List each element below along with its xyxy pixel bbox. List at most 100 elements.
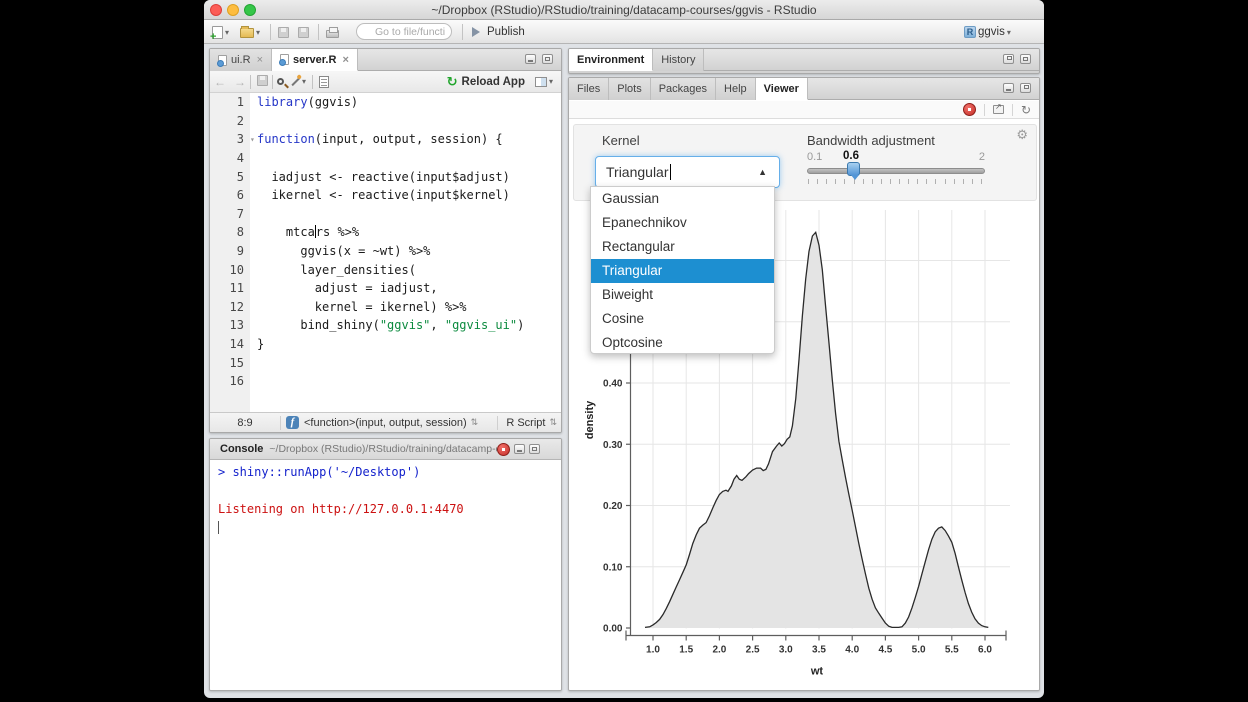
dropdown-option-gaussian[interactable]: Gaussian bbox=[602, 191, 660, 207]
chevron-down-icon[interactable]: ▾ bbox=[302, 77, 307, 86]
code-line-10[interactable]: 10 layer_densities( bbox=[210, 260, 561, 279]
console-line-blank bbox=[218, 484, 553, 503]
tab-help[interactable]: Help bbox=[716, 78, 756, 100]
code-token: "ggvis_ui" bbox=[444, 318, 518, 333]
editor-tab-ui.R[interactable]: ui.R × bbox=[210, 49, 272, 71]
restore-pane-button[interactable] bbox=[1020, 83, 1031, 93]
doc-type-selector[interactable]: R Script bbox=[506, 416, 546, 429]
scope-selector[interactable]: <function>(input, output, session) bbox=[304, 416, 467, 429]
save-button[interactable] bbox=[278, 24, 289, 40]
code-line-5[interactable]: 5 iadjust <- reactive(input$adjust) bbox=[210, 167, 561, 186]
code-line-6[interactable]: 6 ikernel <- reactive(input$kernel) bbox=[210, 186, 561, 205]
chevron-down-icon[interactable]: ▾ bbox=[548, 77, 553, 86]
slider-tick bbox=[835, 179, 837, 184]
tab-plots[interactable]: Plots bbox=[609, 78, 651, 100]
code-line-9[interactable]: 9 ggvis(x = ~wt) %>% bbox=[210, 242, 561, 261]
slider-tick bbox=[889, 179, 891, 184]
code-line-15[interactable]: 15 bbox=[210, 353, 561, 372]
publish-label: Publish bbox=[487, 26, 525, 38]
code-line-3[interactable]: 3 ▾ function(input, output, session) { bbox=[210, 130, 561, 149]
restore-pane-button[interactable] bbox=[1003, 54, 1014, 64]
gear-icon[interactable]: ⚙ bbox=[1016, 127, 1028, 142]
dropdown-option-epanechnikov[interactable]: Epanechnikov bbox=[602, 215, 687, 231]
tab-environment[interactable]: Environment bbox=[569, 49, 654, 71]
open-in-new-window-icon[interactable] bbox=[992, 102, 1004, 114]
minimize-pane-button[interactable] bbox=[525, 54, 536, 64]
code-line-1[interactable]: 1 library(ggvis) bbox=[210, 93, 561, 112]
maximize-pane-button[interactable] bbox=[1020, 54, 1031, 64]
publish-button[interactable]: Publish bbox=[472, 24, 525, 40]
minimize-window-button[interactable] bbox=[227, 4, 239, 16]
save-icon[interactable] bbox=[257, 74, 268, 89]
minimize-pane-button[interactable] bbox=[514, 444, 526, 454]
slider-tick bbox=[862, 179, 864, 184]
new-file-button[interactable]: ▾ bbox=[210, 24, 229, 43]
tab-files[interactable]: Files bbox=[569, 78, 610, 100]
line-number: 5 bbox=[236, 169, 244, 184]
maximize-pane-button[interactable] bbox=[542, 54, 553, 64]
slider-tick bbox=[853, 179, 855, 184]
dropdown-option-biweight[interactable]: Biweight bbox=[602, 287, 654, 302]
dropdown-option-rectangular[interactable]: Rectangular bbox=[602, 239, 675, 255]
console-output[interactable]: > shiny::runApp('~/Desktop') Listening on… bbox=[210, 460, 561, 690]
editor-tab-server.R[interactable]: server.R × bbox=[272, 49, 358, 71]
slider-tick bbox=[844, 179, 846, 184]
stop-icon[interactable] bbox=[497, 442, 511, 456]
maximize-pane-button[interactable] bbox=[529, 444, 541, 454]
slider-handle[interactable] bbox=[847, 162, 860, 180]
goto-file-input[interactable] bbox=[356, 23, 452, 40]
save-all-button[interactable] bbox=[298, 24, 309, 40]
code-editor[interactable]: 1 library(ggvis) 2 3 ▾ function(input, output… bbox=[210, 93, 561, 412]
bandwidth-slider[interactable]: 0.1 0.6 2 bbox=[807, 150, 987, 193]
code-line-7[interactable]: 7 bbox=[210, 205, 561, 224]
code-text: layer_densities( bbox=[244, 263, 416, 277]
compile-report-icon[interactable] bbox=[319, 75, 330, 88]
code-token: iadjust <- reactive(input$adjust) bbox=[257, 169, 510, 184]
forward-icon[interactable]: → bbox=[234, 74, 246, 89]
code-line-16[interactable]: 16 bbox=[210, 372, 561, 391]
kernel-select[interactable]: Triangular ▲ bbox=[595, 156, 780, 188]
window-titlebar: ~/Dropbox (RStudio)/RStudio/training/dat… bbox=[204, 0, 1044, 20]
fold-arrow-icon[interactable]: ▾ bbox=[250, 134, 255, 144]
project-menu-button[interactable]: R ggvis ▾ bbox=[964, 24, 1011, 40]
find-icon[interactable] bbox=[277, 78, 284, 85]
line-number: 15 bbox=[229, 355, 244, 370]
close-tab-icon[interactable]: × bbox=[256, 54, 263, 66]
tab-history[interactable]: History bbox=[653, 49, 705, 71]
open-file-button[interactable]: ▾ bbox=[240, 24, 260, 40]
code-line-12[interactable]: 12 kernel = ikernel) %>% bbox=[210, 298, 561, 317]
zoom-window-button[interactable] bbox=[244, 4, 256, 16]
code-line-4[interactable]: 4 bbox=[210, 149, 561, 168]
dropdown-option-triangular[interactable]: Triangular bbox=[591, 258, 774, 283]
minimize-pane-button[interactable] bbox=[1003, 83, 1014, 93]
refresh-icon[interactable]: ↻ bbox=[1020, 102, 1031, 117]
code-tools-icon[interactable] bbox=[291, 76, 301, 87]
code-line-13[interactable]: 13 bind_shiny("ggvis", "ggvis_ui") bbox=[210, 316, 561, 335]
close-tab-icon[interactable]: × bbox=[342, 53, 349, 66]
line-number: 10 bbox=[229, 262, 244, 277]
stop-app-icon[interactable] bbox=[962, 103, 976, 116]
code-line-11[interactable]: 11 adjust = iadjust, bbox=[210, 279, 561, 298]
slider-min-label: 0.1 bbox=[807, 151, 823, 163]
plot-label: wt bbox=[810, 666, 824, 678]
show-panel-icon[interactable] bbox=[534, 76, 547, 87]
console-header: Console ~/Dropbox (RStudio)/RStudio/trai… bbox=[210, 439, 561, 460]
environment-tab-bar: Environment History bbox=[569, 49, 1039, 71]
code-line-14[interactable]: 14} bbox=[210, 335, 561, 354]
reload-app-button[interactable]: ↻ Reload App bbox=[447, 74, 525, 90]
code-token: function bbox=[257, 132, 315, 147]
code-text: } bbox=[244, 337, 264, 351]
code-line-2[interactable]: 2 bbox=[210, 112, 561, 131]
code-line-8[interactable]: 8 mtcars %>% bbox=[210, 223, 561, 242]
slider-track[interactable] bbox=[807, 168, 985, 174]
slider-tick bbox=[808, 179, 809, 184]
code-text: ikernel <- reactive(input$kernel) bbox=[244, 188, 509, 202]
dropdown-option-cosine[interactable]: Cosine bbox=[602, 310, 645, 326]
print-button[interactable] bbox=[326, 24, 339, 40]
back-icon[interactable]: ← bbox=[214, 74, 226, 89]
dropdown-option-optcosine[interactable]: Optcosine bbox=[602, 334, 663, 350]
line-number: 3 bbox=[236, 132, 244, 147]
tab-packages[interactable]: Packages bbox=[650, 78, 717, 100]
close-window-button[interactable] bbox=[210, 4, 222, 16]
tab-viewer[interactable]: Viewer bbox=[755, 78, 808, 100]
